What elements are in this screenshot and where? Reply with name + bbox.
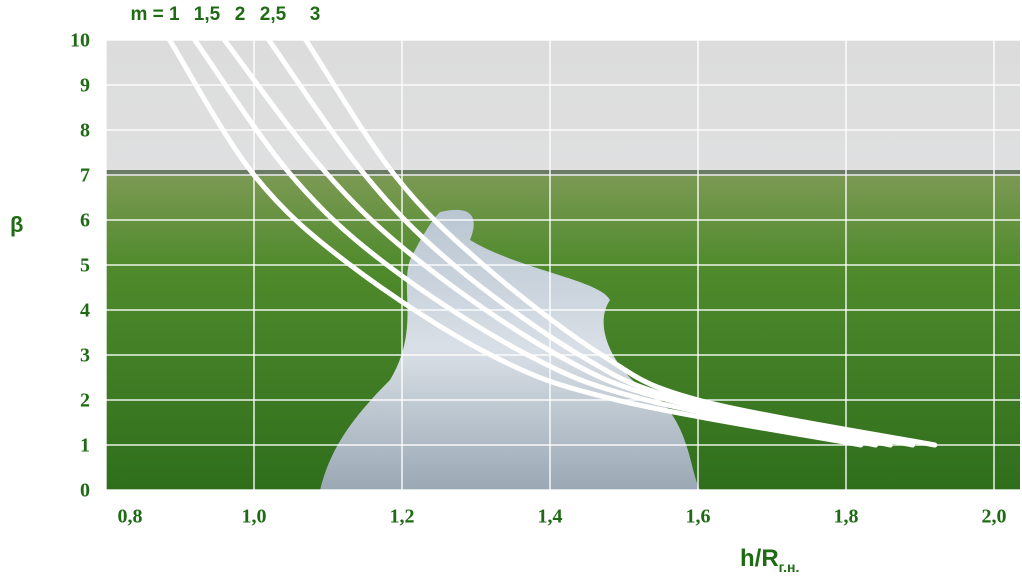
x-tick-label: 1,6 (686, 506, 711, 528)
x-tick-label: 1,4 (538, 506, 563, 528)
y-tick-label: 5 (80, 255, 90, 277)
x-tick-label: 0,8 (118, 506, 143, 528)
x-tick-label: 1,8 (834, 506, 859, 528)
legend-label: 2,5 (260, 4, 287, 25)
chart: β h/Rг.н. 0 1 2 3 4 5 6 7 8 9 10 0,8 1,0 1,2 1,4 1,6 1,8… (0, 0, 1022, 578)
y-tick-label: 6 (80, 210, 90, 232)
x-axis-label-sub: г.н. (779, 559, 800, 575)
y-tick-label: 0 (80, 480, 90, 502)
y-axis-label: β (10, 212, 23, 237)
y-tick-label: 7 (80, 165, 90, 187)
legend-label: 2 (235, 4, 246, 25)
y-tick-label: 10 (70, 30, 90, 52)
legend-label: m = 1 (130, 4, 180, 25)
x-axis-label: h/Rг.н. (740, 545, 799, 575)
x-tick-label: 2,0 (982, 506, 1007, 528)
x-axis-label-main: h/R (740, 545, 779, 572)
y-tick-label: 1 (80, 435, 90, 457)
y-tick-label: 9 (80, 75, 90, 97)
y-tick-label: 2 (80, 390, 90, 412)
x-tick-label: 1,0 (242, 506, 267, 528)
legend-label: 1,5 (194, 4, 221, 25)
legend-label: 3 (310, 4, 321, 25)
x-tick-label: 1,2 (390, 506, 415, 528)
y-tick-label: 8 (80, 120, 90, 142)
y-tick-label: 3 (80, 345, 90, 367)
y-tick-label: 4 (80, 300, 90, 322)
